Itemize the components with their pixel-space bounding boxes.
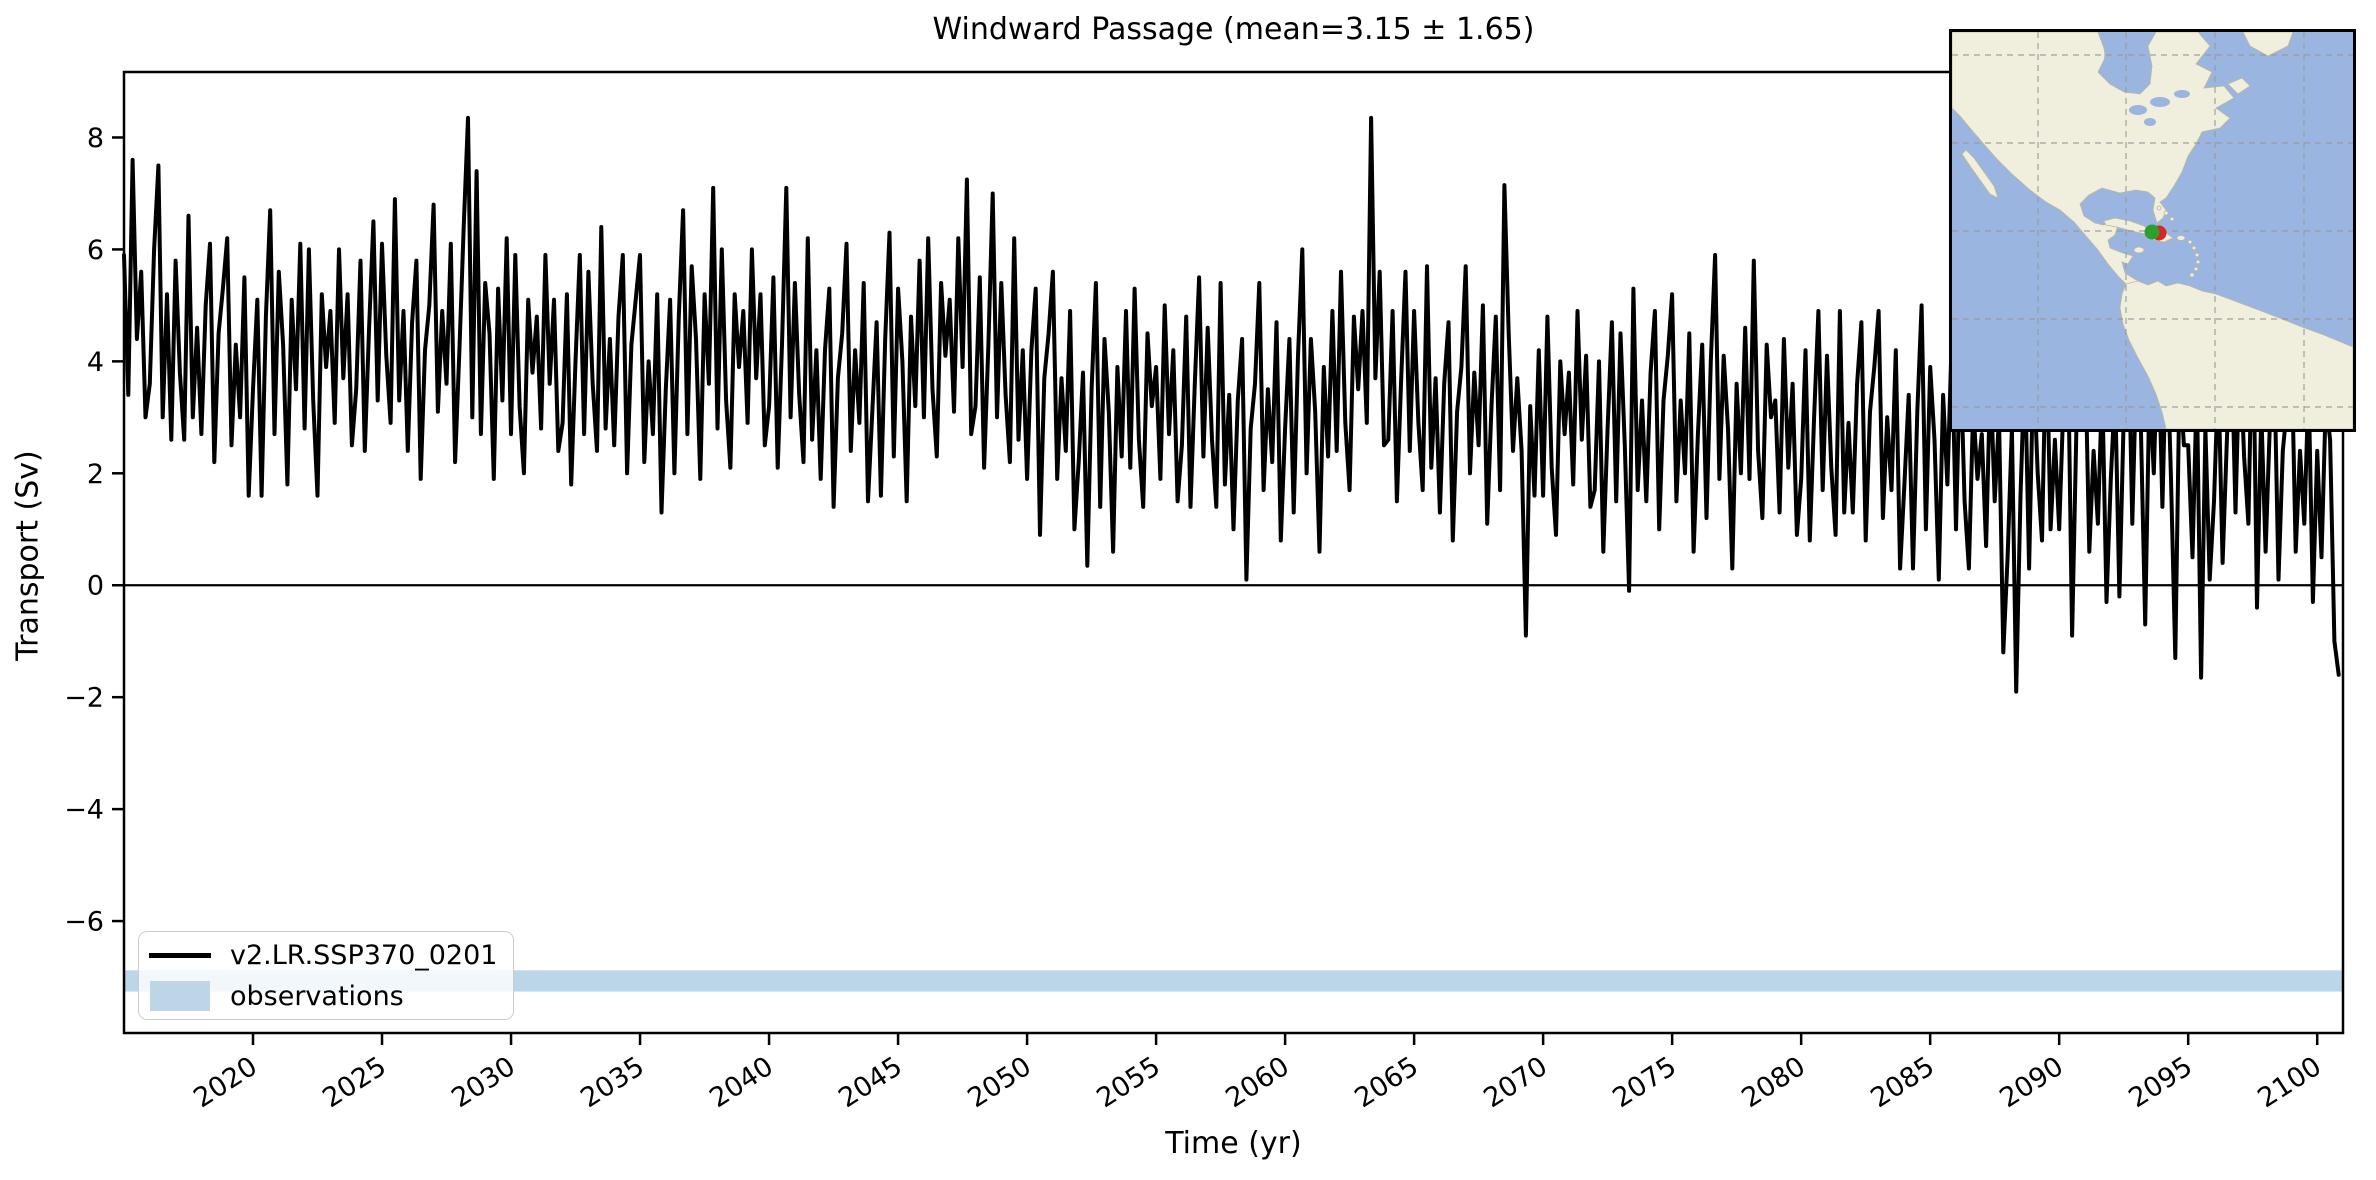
south-america-landmass [2119, 280, 2354, 430]
x-tick-label: 2050 [962, 1051, 1037, 1114]
x-tick-label: 2090 [1994, 1051, 2069, 1114]
antilles-islet [2189, 272, 2195, 278]
y-tick-label: −6 [64, 907, 104, 938]
x-tick-label: 2040 [704, 1051, 779, 1114]
antilles-islet [2194, 252, 2200, 258]
map-canvas [1951, 31, 2354, 430]
observations-band [124, 970, 2343, 992]
bahamas-islet [2156, 205, 2162, 211]
y-tick-label: 6 [87, 235, 104, 266]
bahamas-islet [2169, 216, 2175, 222]
y-tick-label: 4 [87, 347, 104, 378]
x-tick-label: 2025 [317, 1051, 392, 1114]
legend-label-observations: observations [230, 980, 404, 1012]
y-tick-label: 0 [87, 571, 104, 602]
axes-spines [122, 70, 2345, 1035]
bahamas-islet [2163, 210, 2169, 216]
y-axis-label: Transport (Sv) [10, 450, 46, 661]
antilles-islet [2187, 239, 2193, 245]
x-tick-label: 2060 [1220, 1051, 1295, 1114]
axis-ticks [112, 136, 2319, 1045]
x-tick-label: 2080 [1736, 1051, 1811, 1114]
legend-entry-model: v2.LR.SSP370_0201 [148, 935, 503, 975]
x-tick-label: 2020 [188, 1051, 263, 1114]
antilles-islet [2191, 245, 2197, 251]
jamaica-island [2133, 246, 2145, 254]
newfoundland [2227, 77, 2251, 95]
x-tick-label: 2055 [1091, 1051, 1166, 1114]
black-line-swatch [149, 952, 211, 958]
y-tick-label: 8 [87, 123, 104, 154]
chart-title: Windward Passage (mean=3.15 ± 1.65) [932, 12, 1535, 47]
baja-california [1961, 149, 1999, 199]
great-lakes [2129, 90, 2190, 126]
blue-patch-swatch [150, 981, 210, 1011]
legend-entry-observations: observations [148, 976, 503, 1016]
x-tick-label: 2070 [1478, 1051, 1553, 1114]
green-location-marker [2144, 224, 2160, 240]
x-tick-label: 2085 [1865, 1051, 1940, 1114]
x-tick-label: 2095 [2123, 1051, 2198, 1114]
inset-locator-map [1949, 29, 2356, 432]
greenland [2242, 31, 2294, 57]
legend-line-swatch [148, 952, 212, 958]
x-tick-label: 2045 [833, 1051, 908, 1114]
puerto-rico-island [2176, 235, 2186, 241]
y-tick-label: 2 [87, 459, 104, 490]
x-tick-label: 2100 [2252, 1051, 2327, 1114]
x-axis-label: Time (yr) [1165, 1126, 1302, 1161]
land-masses [1951, 31, 2354, 430]
y-tick-label: −2 [64, 683, 104, 714]
x-tick-label: 2030 [446, 1051, 521, 1114]
antilles-islet [2195, 259, 2201, 265]
legend-patch-swatch [148, 981, 212, 1011]
x-tick-label: 2075 [1607, 1051, 1682, 1114]
north-america-landmass [1951, 31, 2235, 289]
x-tick-label: 2035 [575, 1051, 650, 1114]
transport-series-line [122, 115, 2341, 694]
legend: v2.LR.SSP370_0201 observations [138, 931, 514, 1020]
legend-label-model: v2.LR.SSP370_0201 [230, 939, 498, 971]
y-tick-label: −4 [64, 795, 104, 826]
antilles-islet [2193, 266, 2199, 272]
x-tick-label: 2065 [1349, 1051, 1424, 1114]
